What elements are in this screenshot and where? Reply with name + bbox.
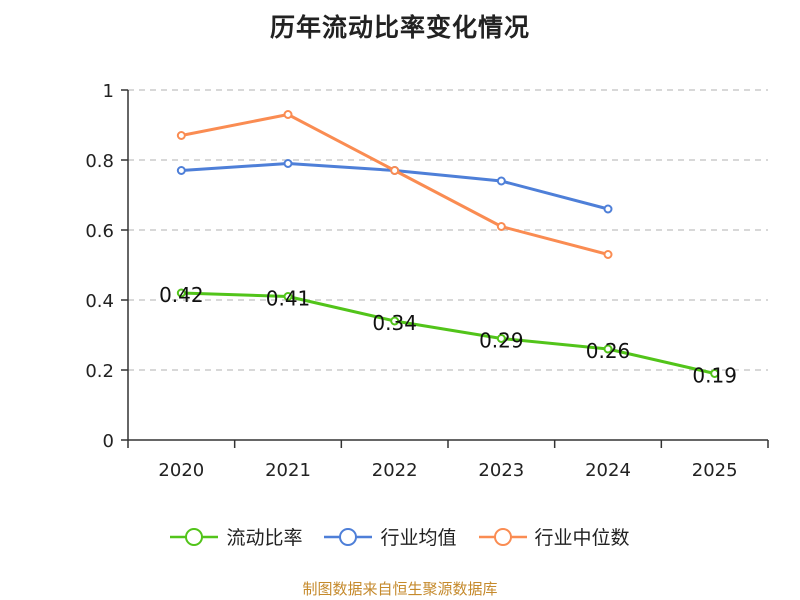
legend-marker-icon — [478, 527, 527, 546]
y-tick-label: 0.8 — [85, 151, 114, 172]
series-group — [176, 110, 720, 378]
legend-marker-icon — [324, 527, 373, 546]
x-tick-label: 2021 — [265, 460, 311, 481]
data-label: 0.29 — [479, 329, 524, 353]
data-point — [176, 166, 186, 175]
y-tick-label: 0.6 — [85, 221, 114, 242]
legend-item-current-ratio[interactable]: 流动比率 — [170, 523, 302, 550]
legend-marker-icon — [170, 527, 219, 546]
data-point — [176, 131, 186, 140]
grid-lines — [128, 89, 768, 371]
x-tick-label: 2022 — [372, 460, 418, 481]
legend-circle — [185, 527, 204, 546]
y-tick-label: 0 — [103, 431, 114, 452]
legend-label: 流动比率 — [226, 527, 303, 549]
data-label: 0.26 — [586, 339, 631, 363]
data-point — [390, 166, 400, 175]
data-point — [496, 334, 506, 343]
x-tick-label: 2020 — [158, 460, 204, 481]
legend-item-industry-mean[interactable]: 行业均值 — [324, 523, 457, 550]
series-line — [181, 291, 716, 375]
y-tick-label: 1 — [103, 81, 114, 102]
data-point — [176, 288, 186, 298]
y-tick-label: 0.2 — [85, 361, 114, 382]
data-point — [283, 292, 293, 301]
data-point — [496, 176, 506, 186]
data-label: 0.41 — [266, 287, 311, 311]
data-label: 0.34 — [372, 311, 417, 335]
source-note: 制图数据来自恒生聚源数据库 — [302, 580, 498, 598]
data-point — [603, 344, 613, 354]
series-line — [181, 113, 609, 256]
legend-label: 行业均值 — [380, 527, 457, 549]
x-tick-label: 2023 — [478, 460, 524, 481]
y-tick-label: 0.4 — [85, 291, 114, 312]
data-point — [603, 250, 613, 259]
legend-circle — [493, 527, 512, 546]
data-labels: 0.42 0.41 0.34 0.29 0.26 0.19 — [159, 283, 737, 388]
axes: 0 0.2 0.4 0.6 0.8 1 2020 2021 2022 2023 2024 2025 — [85, 81, 769, 481]
data-label: 0.19 — [692, 364, 737, 388]
legend-circle — [339, 527, 358, 546]
data-point — [283, 110, 293, 119]
legend-item-industry-median[interactable]: 行业中位数 — [478, 523, 630, 550]
legend: 流动比率 行业均值 行业中位数 — [0, 523, 800, 550]
data-label: 0.42 — [159, 283, 204, 307]
chart-title: 历年流动比率变化情况 — [269, 13, 530, 42]
data-point — [283, 159, 293, 168]
data-point — [390, 316, 400, 326]
legend-label: 行业中位数 — [534, 527, 630, 549]
data-point — [710, 369, 720, 378]
data-point — [603, 204, 613, 214]
data-point — [496, 222, 506, 231]
x-tick-label: 2024 — [585, 460, 631, 481]
x-tick-label: 2025 — [692, 460, 738, 481]
